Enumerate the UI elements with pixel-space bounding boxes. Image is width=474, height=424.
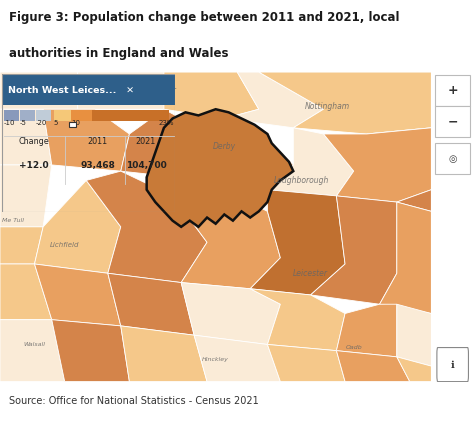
Text: Figure 3: Population change between 2011 and 2021, local: Figure 3: Population change between 2011… (9, 11, 400, 24)
Polygon shape (310, 196, 397, 304)
Text: Loughborough: Loughborough (274, 176, 329, 185)
Polygon shape (194, 335, 281, 382)
Text: ◎: ◎ (448, 154, 457, 164)
FancyBboxPatch shape (20, 110, 35, 121)
FancyBboxPatch shape (54, 110, 71, 121)
Polygon shape (267, 128, 354, 196)
Polygon shape (0, 264, 52, 320)
Polygon shape (337, 351, 410, 382)
Polygon shape (250, 190, 345, 295)
FancyBboxPatch shape (70, 122, 76, 127)
Text: Leicester: Leicester (293, 269, 328, 278)
Polygon shape (173, 181, 281, 289)
Text: -5: -5 (20, 120, 27, 126)
Text: +12.0: +12.0 (18, 161, 48, 170)
Polygon shape (78, 72, 181, 109)
Polygon shape (337, 304, 397, 357)
FancyBboxPatch shape (4, 110, 19, 121)
Polygon shape (324, 128, 431, 202)
Polygon shape (146, 109, 293, 227)
Text: 10: 10 (71, 120, 80, 126)
Text: Nottingham: Nottingham (305, 102, 350, 111)
Polygon shape (86, 171, 207, 282)
Text: North West Leices...   ✕: North West Leices... ✕ (9, 86, 135, 95)
Text: Source: Office for National Statistics - Census 2021: Source: Office for National Statistics -… (9, 396, 259, 406)
Polygon shape (267, 344, 345, 382)
FancyBboxPatch shape (2, 74, 175, 105)
Text: Change: Change (18, 137, 49, 146)
Text: Me Tull: Me Tull (2, 218, 24, 223)
Polygon shape (397, 357, 431, 382)
Polygon shape (397, 304, 431, 366)
Text: Belper: Belper (152, 86, 176, 95)
FancyBboxPatch shape (435, 143, 470, 174)
Polygon shape (380, 202, 431, 313)
Polygon shape (181, 282, 281, 344)
Text: 5: 5 (54, 120, 58, 126)
Text: ℹ: ℹ (451, 360, 455, 370)
FancyBboxPatch shape (36, 110, 51, 121)
Polygon shape (121, 326, 207, 382)
Text: -20: -20 (36, 120, 47, 126)
Text: 23%: 23% (158, 120, 173, 126)
Text: 104,700: 104,700 (126, 161, 166, 170)
Polygon shape (108, 273, 194, 335)
Text: Ileston: Ileston (66, 97, 90, 103)
Polygon shape (224, 72, 324, 128)
Polygon shape (0, 109, 52, 165)
Polygon shape (164, 72, 259, 119)
Text: Oadb: Oadb (346, 345, 362, 350)
Polygon shape (52, 320, 129, 382)
Polygon shape (35, 264, 121, 326)
Text: −: − (447, 115, 458, 128)
Text: +: + (447, 84, 458, 97)
Text: Lichfield: Lichfield (50, 243, 80, 248)
Polygon shape (367, 128, 431, 140)
FancyBboxPatch shape (91, 110, 170, 121)
Polygon shape (0, 165, 52, 227)
Polygon shape (397, 190, 431, 212)
Text: authorities in England and Wales: authorities in England and Wales (9, 47, 229, 60)
Text: Derby: Derby (213, 142, 236, 151)
Polygon shape (250, 289, 345, 351)
Text: -10: -10 (4, 120, 16, 126)
Polygon shape (0, 72, 95, 109)
Polygon shape (259, 72, 431, 134)
Text: Walsall: Walsall (24, 342, 46, 347)
Text: 2011: 2011 (88, 137, 108, 146)
FancyBboxPatch shape (435, 75, 470, 106)
Text: 2021: 2021 (136, 137, 156, 146)
FancyBboxPatch shape (437, 348, 468, 382)
Text: 93,468: 93,468 (80, 161, 115, 170)
Text: Hinckley: Hinckley (202, 357, 229, 363)
Polygon shape (35, 181, 121, 273)
FancyBboxPatch shape (71, 110, 91, 121)
Polygon shape (121, 109, 224, 181)
FancyBboxPatch shape (435, 106, 470, 137)
Polygon shape (0, 227, 43, 264)
Polygon shape (43, 109, 129, 171)
Polygon shape (0, 320, 64, 382)
Polygon shape (207, 119, 293, 190)
